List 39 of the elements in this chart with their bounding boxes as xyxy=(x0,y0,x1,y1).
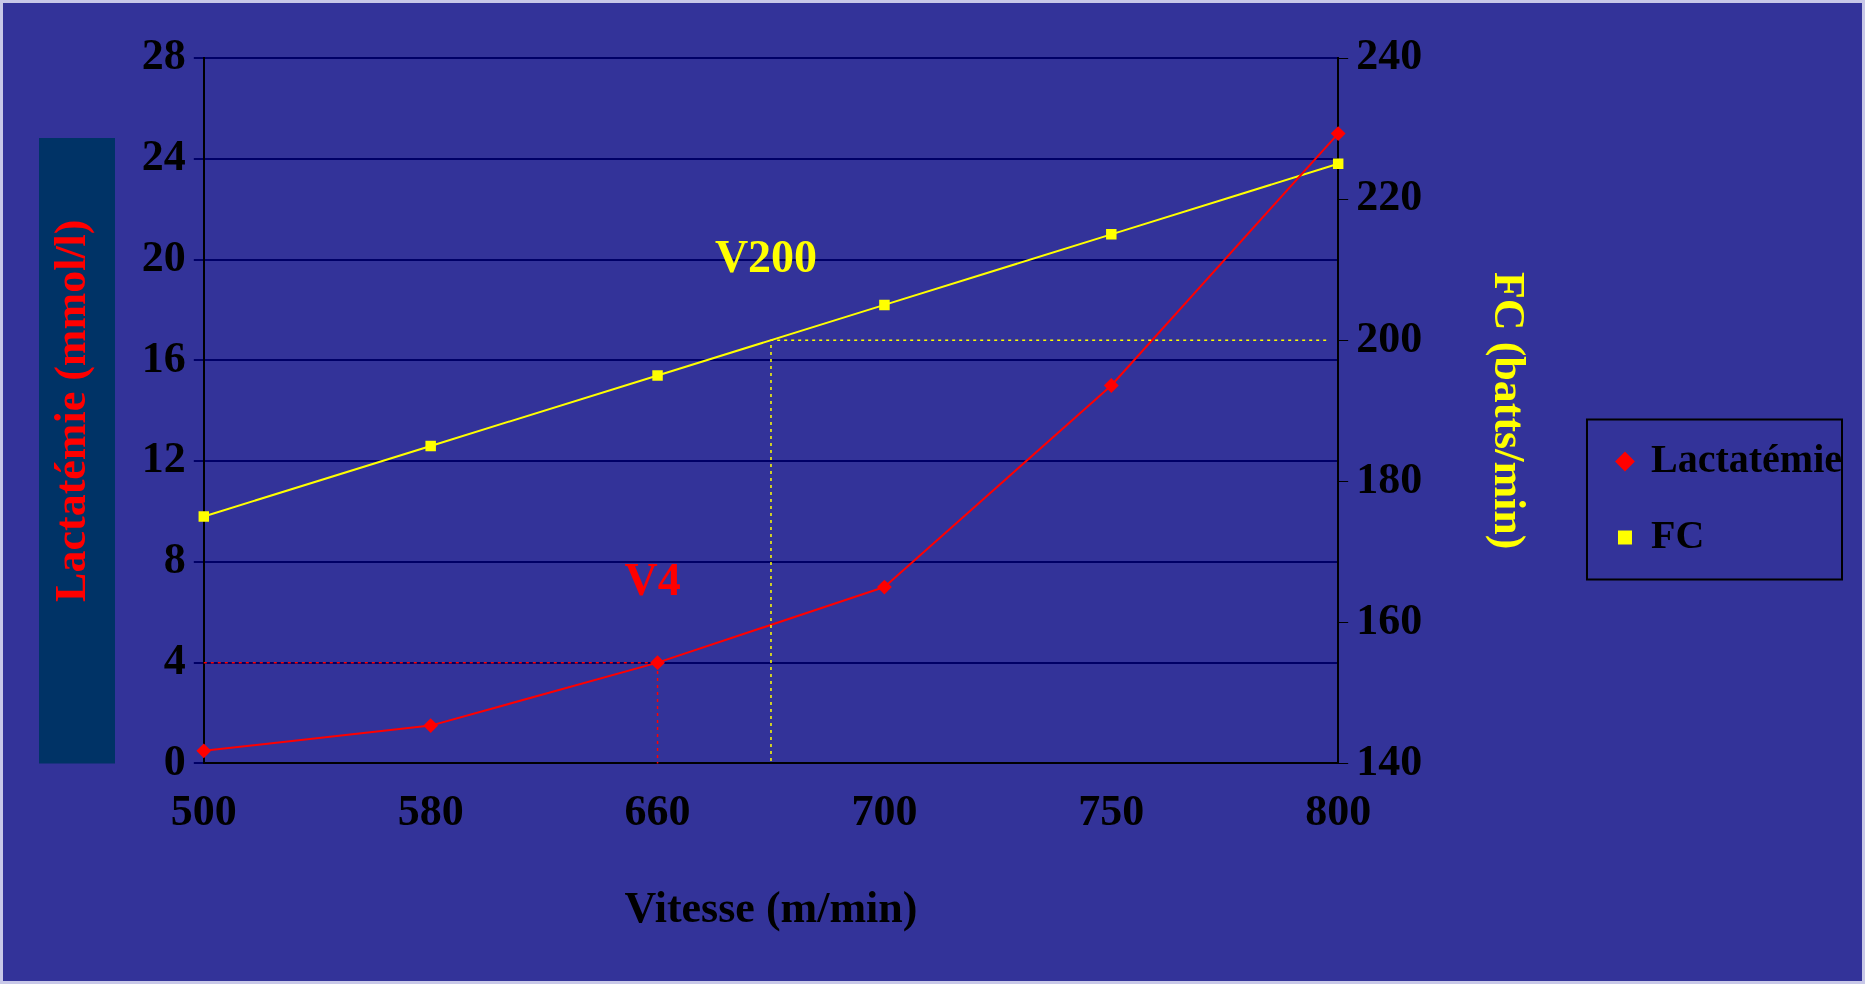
y-tick-label: 20 xyxy=(141,231,186,281)
x-tick-label: 750 xyxy=(1078,786,1145,836)
y2-tick-label: 200 xyxy=(1356,312,1423,362)
y-tick-label: 24 xyxy=(141,131,186,181)
point xyxy=(652,370,663,381)
y2-tick-label: 220 xyxy=(1356,171,1423,221)
y2-axis-title: FC (batts/min) xyxy=(1485,271,1535,550)
y2-tick-label: 160 xyxy=(1356,594,1423,644)
point xyxy=(423,718,438,733)
legend-label: FC xyxy=(1650,511,1705,557)
y-tick-label: 4 xyxy=(163,634,186,684)
y-tick-label: 12 xyxy=(141,433,186,483)
point xyxy=(1104,378,1119,393)
point xyxy=(425,440,436,452)
x-tick-label: 660 xyxy=(624,786,691,836)
y-tick-label: 16 xyxy=(141,332,186,382)
x-tick-label: 800 xyxy=(1305,786,1372,836)
y2-tick-label: 180 xyxy=(1356,453,1423,503)
y2-tick-label: 240 xyxy=(1356,30,1423,80)
point xyxy=(1332,158,1344,170)
y-axis-title: Lactatémie (mmol/l) xyxy=(45,219,95,602)
point xyxy=(650,655,665,670)
point xyxy=(877,580,892,595)
point xyxy=(1106,229,1117,240)
y2-tick-label: 140 xyxy=(1356,735,1423,785)
point xyxy=(196,743,211,758)
legend-label: Lactatémie xyxy=(1650,435,1842,481)
point xyxy=(198,511,210,522)
annotation: V4 xyxy=(624,553,681,605)
annotation: V200 xyxy=(714,231,818,283)
y-tick-label: 28 xyxy=(141,30,186,80)
x-tick-label: 580 xyxy=(397,786,464,836)
point xyxy=(1331,126,1346,141)
x-tick-label: 700 xyxy=(851,786,918,836)
y-tick-label: 0 xyxy=(163,735,186,785)
point xyxy=(879,299,890,311)
x-tick-label: 500 xyxy=(170,786,237,836)
x-axis-title: Vitesse (m/min) xyxy=(624,882,918,932)
y-tick-label: 8 xyxy=(163,534,186,584)
